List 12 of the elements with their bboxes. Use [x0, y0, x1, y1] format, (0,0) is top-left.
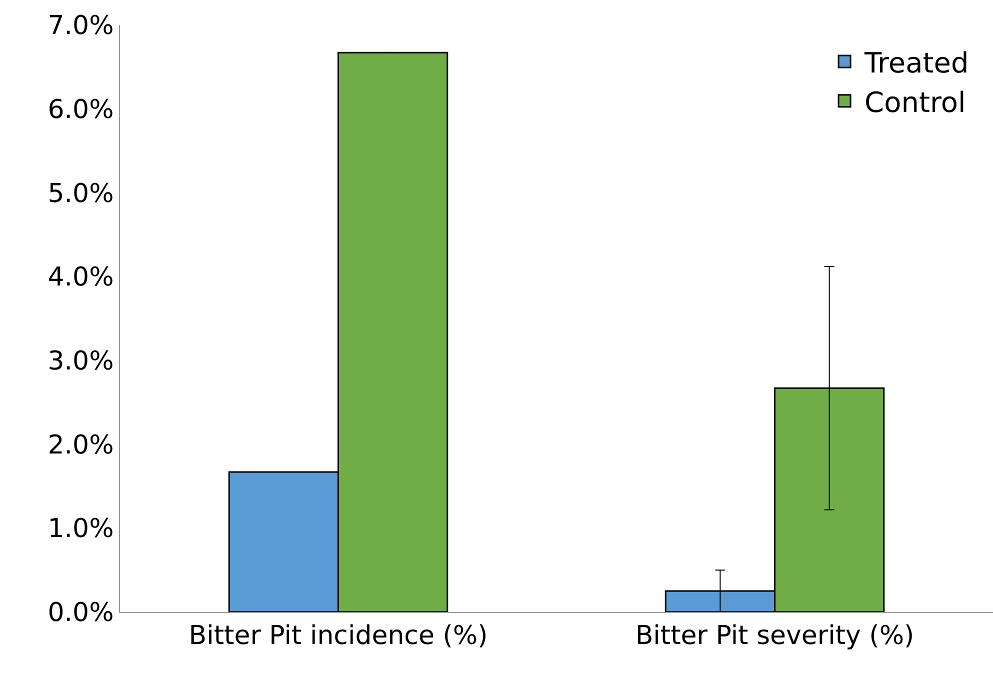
y-tick-label: 0.0%	[48, 598, 114, 628]
legend-label: Control	[864, 86, 966, 119]
y-tick-label: 6.0%	[48, 94, 114, 125]
y-tick-label: 5.0%	[48, 178, 114, 209]
y-tick-label: 4.0%	[48, 262, 114, 293]
y-tick-label: 1.0%	[48, 514, 114, 544]
x-tick-label: Bitter Pit severity (%)	[635, 621, 914, 652]
x-tick-label: Bitter Pit incidence (%)	[188, 621, 488, 652]
y-tick-label: 7.0%	[48, 11, 114, 42]
legend-label: Treated	[864, 46, 969, 80]
y-tick-label: 3.0%	[48, 346, 114, 377]
y-tick-label: 2.0%	[48, 430, 114, 460]
